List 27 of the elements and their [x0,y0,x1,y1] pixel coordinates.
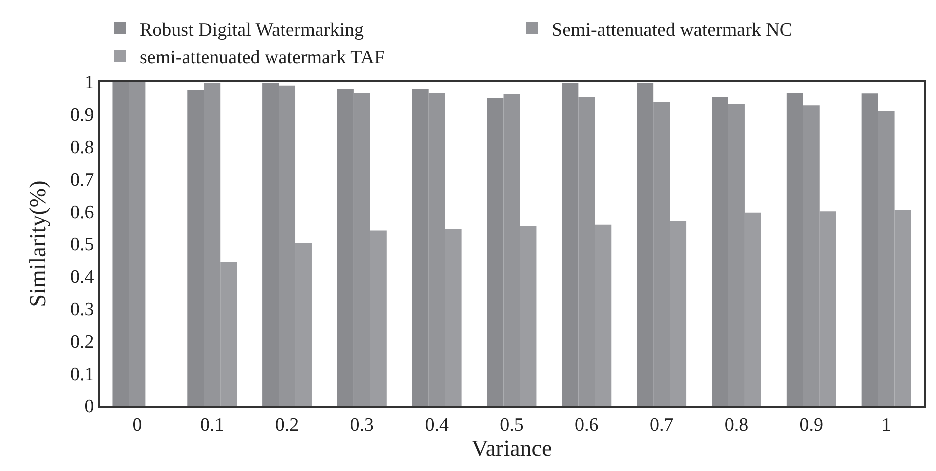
x-tick-label: 0.7 [650,414,674,436]
x-tick-label: 0.8 [724,414,749,436]
x-tick-label: 0.1 [200,414,224,436]
y-axis-title: Similarity(%) [25,180,50,308]
x-tick-label: 0.6 [575,414,599,436]
legend-label: Robust Digital Watermarking [140,20,364,41]
x-tick-label: 0 [132,414,142,436]
y-tick-label: 0.7 [70,170,94,191]
y-tick-label: 0.1 [70,364,94,386]
y-tick-label: 0.6 [70,202,94,224]
y-tick-label: 0.2 [70,332,94,353]
x-tick-label: 0.3 [350,414,374,436]
y-tick-label: 0.4 [70,267,95,288]
y-tick-label: 0.9 [70,105,94,126]
x-tick-label: 0.2 [275,414,300,436]
legend-label: Semi-attenuated watermark NC [552,20,793,41]
y-tick-label: 0.3 [70,299,94,320]
y-tick-label: 0 [84,396,94,418]
y-tick-label: 0.8 [70,137,94,158]
x-tick-label: 1 [882,414,892,436]
x-tick-label: 0.4 [425,414,450,436]
x-tick-label: 0.9 [800,414,824,436]
y-tick-label: 0.5 [70,234,94,256]
legend-label: semi-attenuated watermark TAF [140,47,386,68]
y-tick-label: 1 [84,72,94,94]
x-axis-title: Variance [472,436,552,461]
x-tick-label: 0.5 [500,414,524,436]
